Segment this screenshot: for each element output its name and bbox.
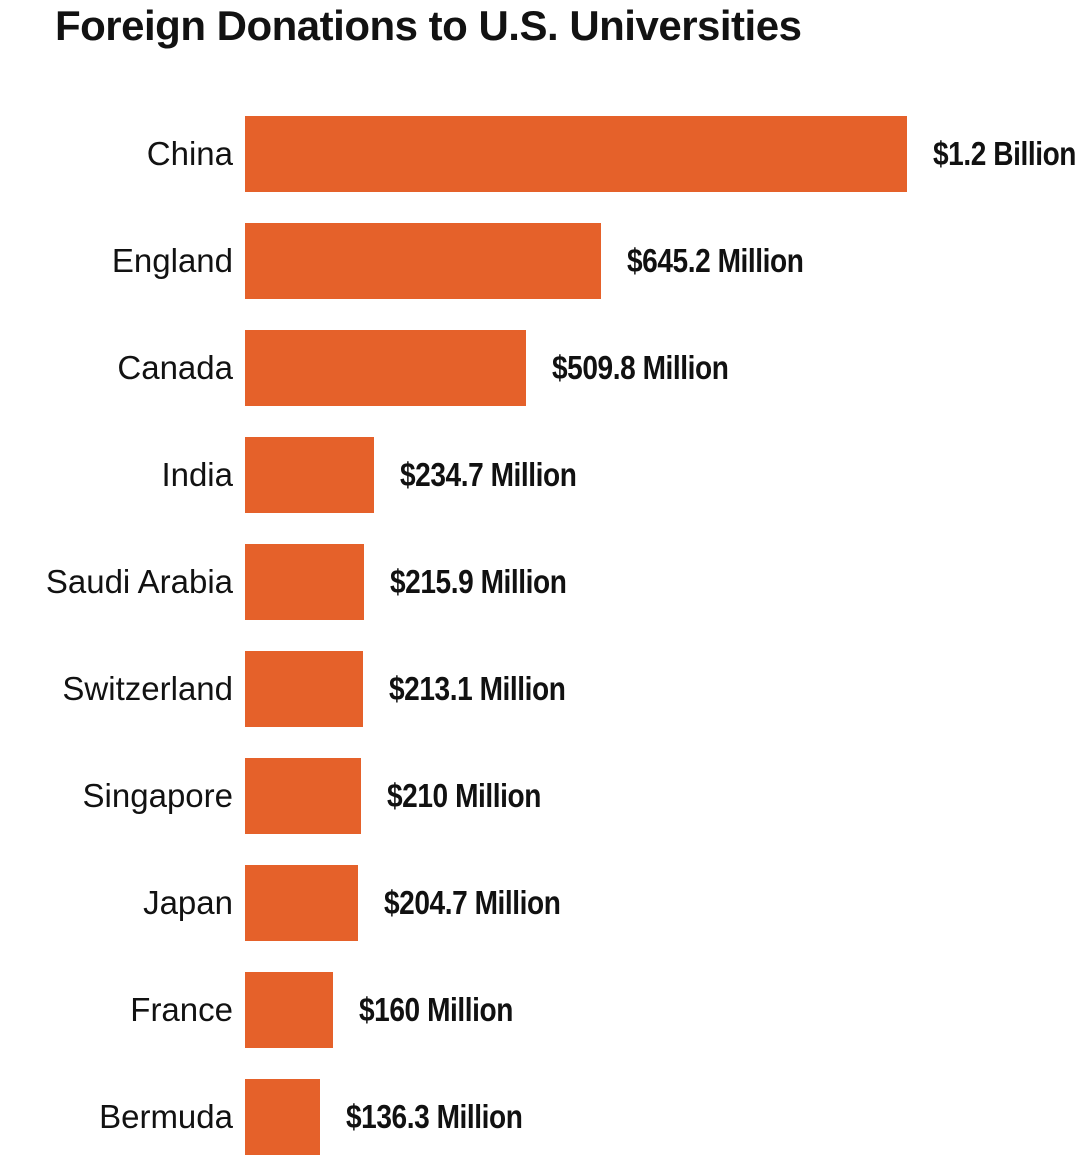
bar bbox=[245, 1078, 320, 1155]
bar-chart: China $1.2 Billion England $645.2 Million Ca… bbox=[0, 100, 1080, 1170]
value-label: $645.2 Million bbox=[627, 241, 804, 279]
bar-track: $136.3 Million bbox=[245, 1063, 1080, 1170]
bar-track: $1.2 Billion bbox=[245, 100, 1080, 207]
value-label: $509.8 Million bbox=[552, 348, 729, 386]
value-label: $234.7 Million bbox=[400, 455, 577, 493]
value-label: $215.9 Million bbox=[390, 562, 567, 600]
category-label: France bbox=[130, 990, 233, 1028]
bar-track: $215.9 Million bbox=[245, 528, 1080, 635]
bar-track: $160 Million bbox=[245, 956, 1080, 1063]
category-label: Singapore bbox=[82, 776, 233, 814]
value-label: $1.2 Billion bbox=[933, 134, 1076, 172]
bar-track: $234.7 Million bbox=[245, 421, 1080, 528]
bar-track: $210 Million bbox=[245, 742, 1080, 849]
bar-track: $645.2 Million bbox=[245, 207, 1080, 314]
bar-row: Canada $509.8 Million bbox=[0, 314, 1080, 421]
bar-row: China $1.2 Billion bbox=[0, 100, 1080, 207]
category-label: England bbox=[111, 241, 233, 279]
category-label: Canada bbox=[117, 348, 233, 386]
bar-row: India $234.7 Million bbox=[0, 421, 1080, 528]
bar-row: Saudi Arabia $215.9 Million bbox=[0, 528, 1080, 635]
bar-row: Japan $204.7 Million bbox=[0, 849, 1080, 956]
category-label: Bermuda bbox=[99, 1097, 233, 1135]
bar bbox=[245, 329, 526, 406]
bar bbox=[245, 115, 907, 192]
bar-track: $509.8 Million bbox=[245, 314, 1080, 421]
category-label: Japan bbox=[143, 883, 233, 921]
bar-row: France $160 Million bbox=[0, 956, 1080, 1063]
bar-track: $204.7 Million bbox=[245, 849, 1080, 956]
category-label: Switzerland bbox=[62, 669, 233, 707]
bar bbox=[245, 650, 363, 727]
value-label: $210 Million bbox=[387, 776, 541, 814]
category-label: India bbox=[161, 455, 233, 493]
bar-row: Bermuda $136.3 Million bbox=[0, 1063, 1080, 1170]
value-label: $204.7 Million bbox=[384, 883, 561, 921]
value-label: $136.3 Million bbox=[346, 1097, 523, 1135]
bar bbox=[245, 222, 601, 299]
chart-title: Foreign Donations to U.S. Universities bbox=[55, 2, 802, 49]
bar-track: $213.1 Million bbox=[245, 635, 1080, 742]
bar bbox=[245, 971, 333, 1048]
bar-row: Switzerland $213.1 Million bbox=[0, 635, 1080, 742]
value-label: $213.1 Million bbox=[389, 669, 566, 707]
bar bbox=[245, 864, 358, 941]
bar bbox=[245, 757, 361, 834]
bar bbox=[245, 436, 374, 513]
category-label: Saudi Arabia bbox=[45, 562, 233, 600]
bar-row: England $645.2 Million bbox=[0, 207, 1080, 314]
category-label: China bbox=[146, 134, 233, 172]
value-label: $160 Million bbox=[359, 990, 513, 1028]
bar-row: Singapore $210 Million bbox=[0, 742, 1080, 849]
bar bbox=[245, 543, 364, 620]
